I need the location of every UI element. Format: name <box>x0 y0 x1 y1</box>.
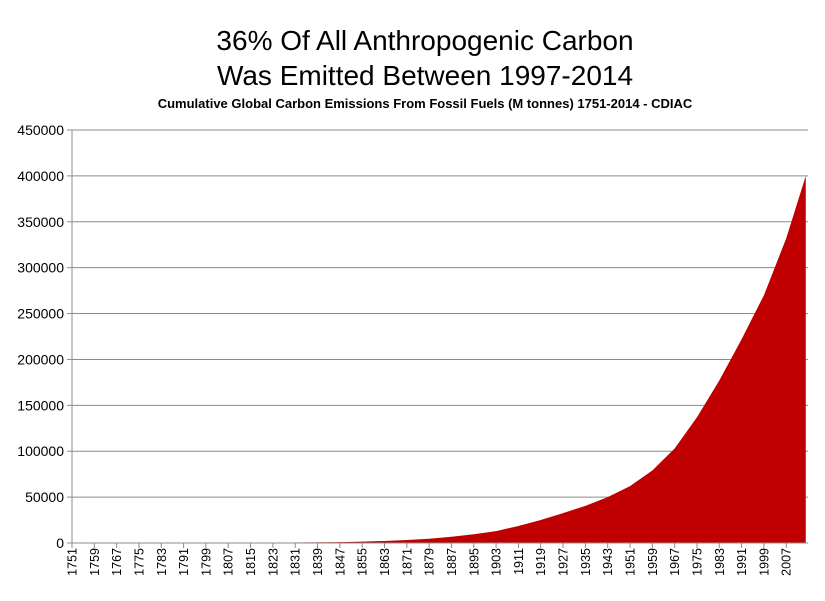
x-tick-label: 1999 <box>757 548 771 576</box>
x-tick-label: 1831 <box>289 548 303 576</box>
x-tick-label: 1975 <box>690 548 704 576</box>
y-tick-label: 250000 <box>17 306 64 322</box>
x-tick-labels: 1751 1759 1767 1775 1783 1791 1799 1807 1815 1823… <box>66 548 794 576</box>
gridlines <box>72 129 808 498</box>
x-tick-label: 1807 <box>222 548 236 576</box>
x-tick-label: 1759 <box>88 548 102 576</box>
x-tick-label: 1935 <box>579 548 593 576</box>
y-tick-label: 350000 <box>17 214 64 230</box>
x-tick-label: 1879 <box>423 548 437 576</box>
y-tick-label: 300000 <box>17 260 64 276</box>
x-tick-label: 1775 <box>132 548 146 576</box>
area-fill <box>72 175 806 543</box>
x-tick-label: 1839 <box>311 548 325 576</box>
x-tick-label: 1887 <box>445 548 459 576</box>
x-tick-label: 1783 <box>155 548 169 576</box>
x-tick-label: 1911 <box>512 548 526 575</box>
y-tick-label: 0 <box>56 535 64 551</box>
x-tick-label: 1847 <box>333 548 347 576</box>
x-tick-label: 1983 <box>713 548 727 576</box>
x-tick-label: 1767 <box>110 548 124 576</box>
x-tick-label: 1815 <box>244 548 258 576</box>
x-tick-label: 1967 <box>668 548 682 576</box>
x-tick-label: 1903 <box>490 548 504 576</box>
x-tick-label: 1959 <box>646 548 660 576</box>
y-tick-labels: 0 50000 100000 150000 200000 250000 300000 3500… <box>17 122 64 551</box>
x-tick-label: 1855 <box>356 548 370 576</box>
y-tick-label: 100000 <box>17 443 64 459</box>
chart-subtitle: Cumulative Global Carbon Emissions From … <box>158 96 693 111</box>
axes <box>67 129 808 548</box>
x-tick-label: 1991 <box>735 548 749 576</box>
y-tick-label: 50000 <box>25 489 64 505</box>
x-tick-label: 1791 <box>177 548 191 576</box>
x-tick-label: 1871 <box>400 548 414 576</box>
chart-title-line-1: 36% Of All Anthropogenic Carbon <box>216 25 633 56</box>
x-tick-label: 1951 <box>624 548 638 576</box>
y-tick-label: 450000 <box>17 122 64 138</box>
y-tick-label: 400000 <box>17 168 64 184</box>
x-tick-label: 1751 <box>66 548 80 576</box>
area-series <box>72 175 806 543</box>
chart-title-line-2: Was Emitted Between 1997-2014 <box>217 60 633 91</box>
y-tick-label: 150000 <box>17 397 64 413</box>
x-tick-label: 1799 <box>199 548 213 576</box>
x-tick-label: 2007 <box>780 548 794 576</box>
x-tick-label: 1919 <box>534 548 548 576</box>
x-tick-label: 1943 <box>601 548 615 576</box>
y-tick-label: 200000 <box>17 351 64 367</box>
x-tick-label: 1927 <box>557 548 571 576</box>
x-tick-label: 1863 <box>378 548 392 576</box>
x-tick-label: 1895 <box>467 548 481 576</box>
x-tick-label: 1823 <box>266 548 280 576</box>
